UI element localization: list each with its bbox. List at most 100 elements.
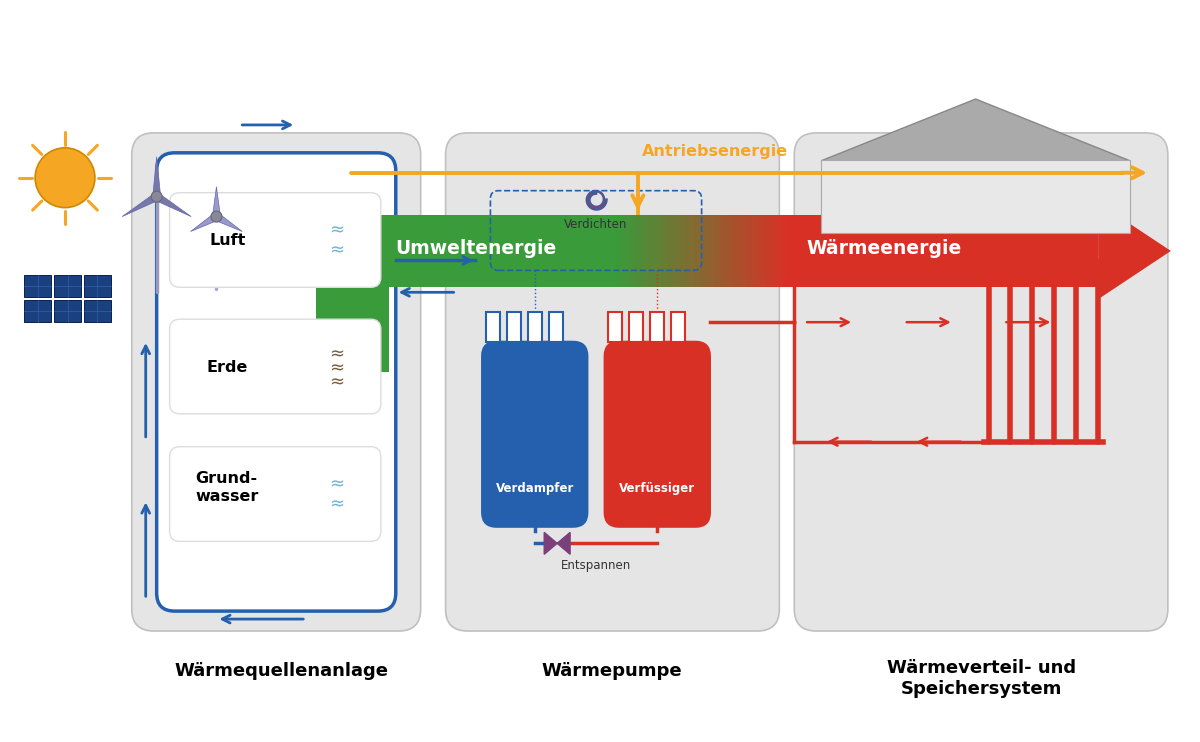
Polygon shape — [24, 301, 52, 322]
FancyBboxPatch shape — [132, 133, 421, 631]
Polygon shape — [323, 214, 329, 287]
Polygon shape — [1033, 214, 1039, 287]
Polygon shape — [528, 312, 541, 342]
Polygon shape — [883, 214, 889, 287]
Polygon shape — [798, 214, 805, 287]
Polygon shape — [792, 214, 798, 287]
Polygon shape — [629, 214, 636, 287]
Circle shape — [211, 211, 222, 222]
Polygon shape — [460, 214, 466, 287]
Polygon shape — [714, 214, 720, 287]
Polygon shape — [910, 214, 916, 287]
Polygon shape — [506, 312, 521, 342]
Polygon shape — [629, 312, 643, 342]
Polygon shape — [583, 214, 589, 287]
FancyBboxPatch shape — [605, 342, 709, 526]
Polygon shape — [505, 214, 511, 287]
Polygon shape — [570, 214, 577, 287]
Polygon shape — [361, 214, 368, 287]
Text: Luft: Luft — [209, 233, 246, 248]
Polygon shape — [1052, 214, 1060, 287]
Polygon shape — [414, 214, 420, 287]
Polygon shape — [922, 214, 929, 287]
Polygon shape — [84, 301, 110, 322]
Polygon shape — [1085, 214, 1092, 287]
Polygon shape — [84, 275, 110, 298]
Polygon shape — [889, 214, 896, 287]
Polygon shape — [1014, 214, 1020, 287]
Polygon shape — [596, 214, 602, 287]
Polygon shape — [746, 214, 752, 287]
Polygon shape — [688, 214, 694, 287]
Text: ≈: ≈ — [330, 496, 344, 513]
Polygon shape — [642, 214, 648, 287]
Polygon shape — [342, 214, 349, 287]
FancyBboxPatch shape — [169, 447, 380, 542]
Polygon shape — [1092, 214, 1098, 287]
Polygon shape — [674, 214, 682, 287]
Text: ≈: ≈ — [330, 345, 344, 363]
Circle shape — [151, 191, 162, 202]
Polygon shape — [961, 214, 967, 287]
Polygon shape — [896, 214, 902, 287]
Polygon shape — [818, 214, 824, 287]
Polygon shape — [1026, 214, 1033, 287]
Polygon shape — [1020, 214, 1026, 287]
Polygon shape — [486, 312, 500, 342]
Text: ≈: ≈ — [330, 222, 344, 240]
Circle shape — [35, 148, 95, 208]
Polygon shape — [779, 214, 785, 287]
Polygon shape — [720, 214, 727, 287]
Polygon shape — [589, 214, 596, 287]
Polygon shape — [785, 214, 792, 287]
Polygon shape — [355, 214, 361, 287]
Polygon shape — [548, 312, 563, 342]
Text: Verfüssiger: Verfüssiger — [619, 482, 695, 495]
Polygon shape — [532, 214, 538, 287]
Polygon shape — [54, 301, 80, 322]
Text: ≈: ≈ — [330, 476, 344, 493]
Polygon shape — [955, 214, 961, 287]
FancyBboxPatch shape — [169, 193, 380, 287]
Text: ≈: ≈ — [330, 359, 344, 377]
Polygon shape — [608, 312, 623, 342]
Polygon shape — [766, 214, 773, 287]
Polygon shape — [401, 214, 407, 287]
Polygon shape — [564, 214, 570, 287]
Text: Erde: Erde — [206, 360, 248, 375]
Text: Umweltenergie: Umweltenergie — [395, 240, 556, 258]
Text: Grund-
wasser: Grund- wasser — [196, 471, 259, 504]
Text: Verdampfer: Verdampfer — [496, 482, 574, 495]
Polygon shape — [54, 275, 80, 298]
Polygon shape — [215, 213, 242, 232]
Text: ≈: ≈ — [330, 241, 344, 260]
FancyBboxPatch shape — [445, 133, 779, 631]
Polygon shape — [427, 214, 433, 287]
Polygon shape — [1039, 214, 1046, 287]
Polygon shape — [316, 287, 389, 372]
Polygon shape — [374, 214, 382, 287]
Polygon shape — [902, 214, 910, 287]
Polygon shape — [980, 214, 988, 287]
Text: Wärmeenergie: Wärmeenergie — [806, 240, 961, 258]
Polygon shape — [876, 214, 883, 287]
Polygon shape — [382, 214, 388, 287]
Polygon shape — [773, 214, 779, 287]
Text: Wärmequellenanlage: Wärmequellenanlage — [174, 662, 388, 680]
Polygon shape — [623, 214, 629, 287]
Polygon shape — [152, 157, 161, 197]
FancyBboxPatch shape — [794, 133, 1168, 631]
Polygon shape — [864, 214, 870, 287]
Polygon shape — [707, 214, 714, 287]
Polygon shape — [212, 187, 221, 217]
Text: ≈: ≈ — [330, 373, 344, 391]
Polygon shape — [935, 214, 942, 287]
Polygon shape — [545, 533, 570, 554]
Polygon shape — [701, 214, 707, 287]
Text: Entspannen: Entspannen — [560, 559, 631, 572]
Polygon shape — [452, 214, 460, 287]
Text: Antriebsenergie: Antriebsenergie — [642, 144, 787, 159]
Polygon shape — [650, 312, 665, 342]
Polygon shape — [727, 214, 733, 287]
Polygon shape — [760, 214, 766, 287]
